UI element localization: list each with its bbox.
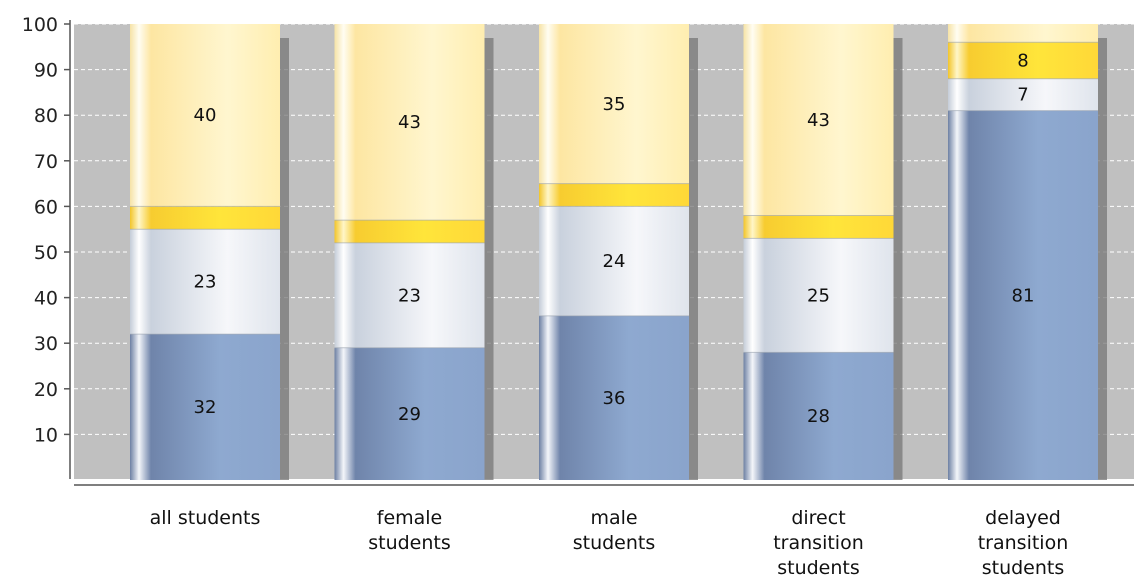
bar-segment: [130, 206, 280, 230]
y-tick-label: 90: [34, 60, 58, 82]
x-tick-label: delayed transition students: [978, 507, 1069, 579]
bar-segment: [743, 352, 894, 480]
value-label: 8: [1017, 50, 1028, 71]
value-label: 43: [398, 112, 421, 133]
bar-segment: [948, 42, 1098, 79]
bar-shadow: [484, 38, 494, 480]
x-tick-label: all students: [150, 507, 261, 529]
value-label: 7: [1017, 85, 1028, 106]
bar-segment: [130, 334, 280, 480]
bar-segment: [743, 215, 894, 239]
y-tick-label: 10: [34, 424, 58, 446]
bar-segment: [948, 78, 1098, 111]
y-tick-label: 30: [34, 333, 58, 355]
x-tick-label: direct transition students: [773, 507, 864, 579]
value-label: 24: [603, 251, 626, 272]
bar-shadow: [280, 38, 289, 480]
bar-segment: [948, 24, 1098, 43]
value-label: 28: [807, 406, 830, 427]
value-label: 25: [807, 285, 830, 306]
bar-shadow: [689, 38, 698, 480]
y-tick-label: 60: [34, 196, 58, 218]
value-label: 23: [194, 272, 217, 293]
bar-segment: [539, 315, 689, 480]
x-axis-labels: all students female students male students di…: [150, 507, 1069, 579]
value-label: 40: [194, 105, 217, 126]
value-label: 23: [398, 285, 421, 306]
value-label: 81: [1012, 285, 1035, 306]
bar-segment: [743, 24, 894, 216]
value-label: 29: [398, 404, 421, 425]
bar-segment: [539, 24, 689, 184]
y-tick-label: 40: [34, 288, 58, 310]
y-axis-ticks: 10 20 30 40 50 60 70 80 90 100: [22, 14, 70, 446]
value-label: 36: [603, 388, 626, 409]
y-tick-label: 70: [34, 151, 58, 173]
bar-segment: [130, 24, 280, 207]
value-label: 32: [194, 397, 217, 418]
bar-segment: [948, 110, 1098, 480]
bar-segment: [743, 238, 894, 353]
bar-segment: [130, 229, 280, 335]
value-label: 43: [807, 110, 830, 131]
value-labels: 32 23 40 29 23 43 36 24 35 28 25 43 81 7 8: [194, 50, 1035, 427]
y-tick-label: 100: [22, 14, 58, 36]
bar-shadow: [1098, 38, 1107, 480]
y-tick-label: 50: [34, 242, 58, 264]
bar-shadows: [280, 38, 1107, 480]
bar-segment: [334, 242, 485, 348]
y-tick-label: 80: [34, 105, 58, 127]
x-tick-label: male students: [573, 507, 656, 554]
bar-segment: [539, 206, 689, 316]
bar-segment: [539, 183, 689, 207]
y-tick-label: 20: [34, 379, 58, 401]
bar-segment: [334, 347, 485, 480]
value-label: 35: [603, 94, 626, 115]
bar-segment: [334, 220, 485, 243]
bar-shadow: [893, 38, 903, 480]
x-tick-label: female students: [368, 507, 451, 554]
bar-segments: [130, 24, 1098, 480]
bar-segment: [334, 24, 485, 221]
